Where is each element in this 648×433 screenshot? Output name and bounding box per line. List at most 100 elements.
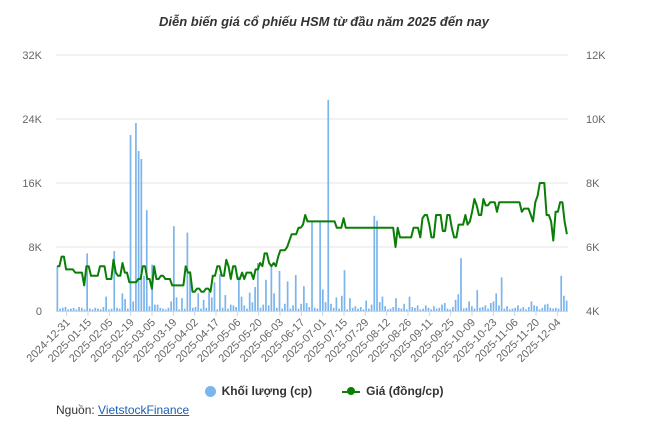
volume-bar: [240, 296, 243, 311]
volume-bar: [343, 270, 346, 311]
volume-bar: [470, 306, 473, 311]
volume-bar: [91, 309, 94, 311]
volume-bar: [403, 303, 405, 311]
volume-bar: [56, 266, 59, 311]
volume-bar: [251, 302, 254, 311]
volume-bar: [563, 295, 565, 311]
legend: Khối lượng (cp) Giá (đồng/cp): [0, 384, 648, 398]
volume-bar: [132, 301, 135, 311]
volume-bar: [170, 301, 172, 311]
volume-bar: [86, 253, 89, 311]
y-left-tick-label: 32K: [22, 50, 42, 62]
y-left-tick-label: 16K: [22, 178, 42, 190]
volume-bar: [59, 308, 61, 311]
volume-bar: [83, 309, 86, 311]
volume-bar: [275, 307, 278, 311]
volume-bar: [511, 308, 514, 311]
legend-item-price[interactable]: Giá (đồng/cp): [342, 384, 443, 398]
volume-bar: [232, 305, 235, 311]
y-left-tick-label: 0: [36, 306, 42, 318]
volume-bar: [154, 304, 156, 311]
volume-bar: [454, 299, 457, 311]
volume-bar: [246, 308, 248, 311]
volume-bar: [422, 308, 424, 311]
volume-bar: [148, 306, 151, 311]
volume-bar: [392, 307, 395, 311]
volume-bar: [113, 251, 116, 311]
volume-bar: [159, 307, 162, 311]
volume-bar: [452, 307, 454, 311]
volume-bar: [449, 309, 452, 311]
volume-bar: [549, 307, 552, 311]
volume-bar: [140, 159, 143, 311]
volume-bar: [340, 295, 343, 311]
volume-bar: [433, 306, 435, 311]
legend-item-volume[interactable]: Khối lượng (cp): [204, 384, 312, 398]
volume-bar: [384, 306, 386, 311]
volume-bar: [530, 301, 533, 311]
source-link[interactable]: VietstockFinance: [98, 403, 190, 417]
volume-bar: [495, 293, 498, 311]
volume-bar: [89, 308, 91, 311]
volume-bar: [544, 304, 546, 311]
volume-bar: [216, 309, 219, 311]
volume-bar: [202, 299, 205, 311]
volume-bar: [107, 309, 110, 311]
volume-bar: [419, 309, 422, 311]
volume-bar: [446, 308, 449, 311]
y-left-tick-label: 8K: [29, 242, 43, 254]
volume-bar: [105, 296, 107, 311]
volume-bar: [386, 309, 389, 311]
volume-bar: [465, 307, 468, 311]
volume-bar: [156, 304, 159, 311]
volume-bar: [259, 307, 262, 311]
volume-bar: [492, 301, 495, 311]
volume-bar: [172, 226, 175, 311]
volume-bar: [376, 220, 378, 311]
volume-bar: [479, 307, 481, 311]
volume-bar: [116, 307, 118, 311]
volume-bar: [224, 295, 227, 311]
volume-bar: [270, 264, 273, 311]
volume-bar: [311, 220, 313, 311]
volume-bar: [267, 305, 270, 311]
volume-bar: [243, 305, 246, 311]
volume-bar: [205, 307, 208, 311]
volume-bar: [443, 303, 446, 311]
volume-bar: [278, 271, 281, 311]
volume-bar: [124, 299, 126, 311]
volume-bar: [97, 308, 99, 311]
volume-bar: [552, 308, 554, 311]
volume-bar: [411, 307, 414, 311]
volume-bar: [64, 307, 67, 311]
volume-bar: [238, 276, 240, 311]
volume-bar: [167, 307, 170, 311]
volume-bar: [208, 291, 210, 311]
volume-bar: [468, 301, 470, 311]
volume-bar: [503, 308, 506, 311]
price-legend-marker: [342, 386, 361, 397]
volume-bar: [397, 307, 400, 311]
volume-bar: [435, 308, 438, 311]
volume-bar: [460, 258, 462, 311]
volume-bar: [194, 307, 197, 311]
volume-bar: [126, 308, 129, 311]
volume-bar: [145, 210, 148, 311]
volume-bar: [424, 305, 427, 311]
volume-bar: [535, 306, 538, 311]
volume-bar: [94, 307, 97, 311]
volume-bar: [430, 309, 433, 311]
volume-bar: [67, 309, 70, 311]
volume-bar: [175, 297, 178, 311]
volume-bar: [221, 307, 224, 311]
volume-bar: [281, 308, 284, 311]
volume-bar: [327, 99, 330, 311]
volume-bar: [395, 298, 397, 311]
volume-bar: [75, 309, 78, 311]
volume-bar: [506, 306, 508, 311]
volume-bar: [118, 308, 121, 311]
volume-bar: [308, 307, 311, 311]
volume-bar: [121, 293, 124, 311]
volume-bar: [297, 308, 300, 311]
y-right-tick-label: 4K: [586, 306, 600, 318]
